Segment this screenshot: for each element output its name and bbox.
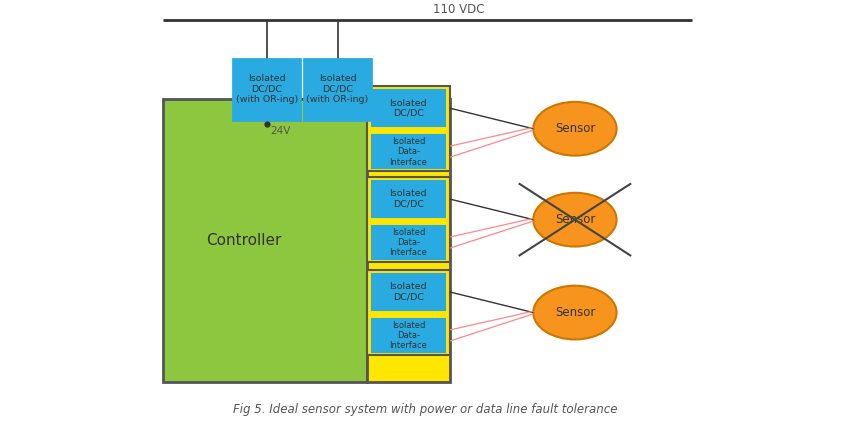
- Ellipse shape: [533, 193, 616, 246]
- Text: Isolated
DC/DC
(with OR-ing): Isolated DC/DC (with OR-ing): [235, 74, 298, 104]
- FancyBboxPatch shape: [234, 59, 300, 120]
- FancyBboxPatch shape: [366, 99, 450, 382]
- FancyBboxPatch shape: [371, 226, 445, 259]
- FancyBboxPatch shape: [304, 59, 371, 120]
- Text: Isolated
DC/DC: Isolated DC/DC: [389, 190, 428, 209]
- FancyBboxPatch shape: [366, 86, 450, 171]
- FancyBboxPatch shape: [371, 274, 445, 310]
- Text: Sensor: Sensor: [555, 306, 595, 319]
- Text: Controller: Controller: [207, 233, 281, 248]
- FancyBboxPatch shape: [371, 181, 445, 217]
- Text: Isolated
DC/DC
(with OR-ing): Isolated DC/DC (with OR-ing): [306, 74, 369, 104]
- Text: Fig 5. Ideal sensor system with power or data line fault tolerance: Fig 5. Ideal sensor system with power or…: [233, 403, 617, 416]
- Text: Isolated
Data-
Interface: Isolated Data- Interface: [389, 320, 428, 350]
- Text: Sensor: Sensor: [555, 122, 595, 135]
- Text: Isolated
Data-
Interface: Isolated Data- Interface: [389, 228, 428, 258]
- Text: Isolated
DC/DC: Isolated DC/DC: [389, 282, 428, 302]
- FancyBboxPatch shape: [371, 135, 445, 168]
- FancyBboxPatch shape: [162, 99, 366, 382]
- FancyBboxPatch shape: [371, 91, 445, 126]
- FancyBboxPatch shape: [371, 319, 445, 352]
- Text: 110 VDC: 110 VDC: [433, 3, 484, 16]
- FancyBboxPatch shape: [366, 177, 450, 262]
- Text: Sensor: Sensor: [555, 213, 595, 226]
- Text: 24V: 24V: [270, 126, 291, 136]
- Ellipse shape: [533, 286, 616, 340]
- Text: Isolated
Data-
Interface: Isolated Data- Interface: [389, 137, 428, 167]
- Text: Isolated
DC/DC: Isolated DC/DC: [389, 99, 428, 118]
- FancyBboxPatch shape: [366, 270, 450, 355]
- Ellipse shape: [533, 102, 616, 156]
